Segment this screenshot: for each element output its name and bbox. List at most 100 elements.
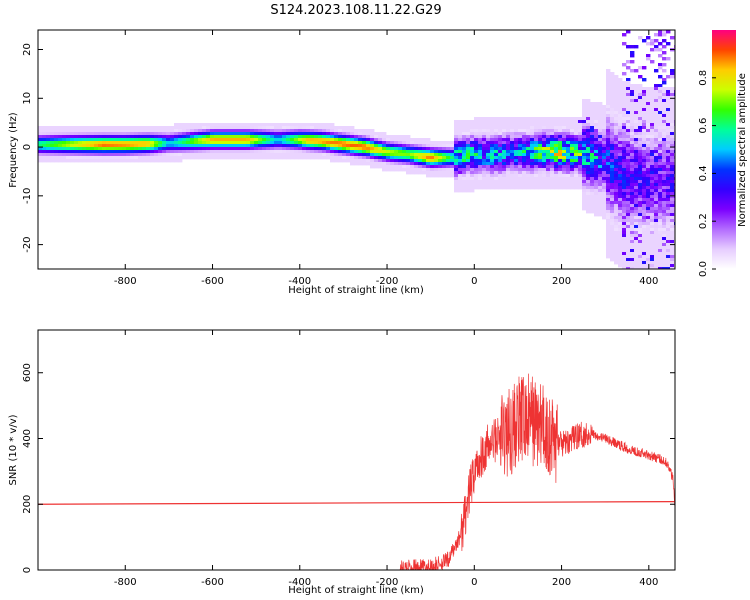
spectrogram-cell <box>538 141 543 145</box>
spectrogram-cell <box>510 156 515 160</box>
spectrogram-cell <box>126 156 131 160</box>
spectrogram-cell <box>150 132 155 136</box>
spectrogram-cell <box>126 132 131 136</box>
spectrogram-cell <box>474 180 479 184</box>
spectrogram-cell <box>338 135 343 139</box>
spectrogram-cell <box>466 180 471 184</box>
spectrogram-cell <box>654 174 659 178</box>
spectrogram-cell <box>634 225 639 229</box>
spectrogram-cell <box>534 150 539 154</box>
spectrogram-cell <box>642 180 647 184</box>
spectrogram-cell <box>314 135 319 139</box>
spectrogram-cell <box>410 147 415 151</box>
spectrogram-cell <box>658 150 663 154</box>
spectrogram-cell <box>658 228 663 232</box>
spectrogram-cell <box>302 129 307 133</box>
spectrogram-cell <box>606 165 611 169</box>
spectrogram-cell <box>602 153 607 157</box>
spectrogram-cell <box>622 216 627 220</box>
spectrogram-cell <box>226 144 231 148</box>
spectrogram-cell <box>566 138 571 142</box>
spectrogram-cell <box>98 138 103 142</box>
spectrogram-cell <box>634 198 639 202</box>
spectrogram-cell <box>298 147 303 151</box>
spectrogram-cell <box>658 162 663 166</box>
spectrogram-cell <box>394 138 399 142</box>
spectrogram-cell <box>670 69 675 73</box>
spectrogram-cell <box>526 117 531 121</box>
spectrogram-cell <box>662 96 667 100</box>
spectrogram-cell <box>630 267 635 269</box>
spectrogram-cell <box>526 183 531 187</box>
spectrogram-cell <box>238 153 243 157</box>
spectrogram-cell <box>634 234 639 238</box>
spectrogram-cell <box>626 168 631 172</box>
spectrogram-cell <box>530 165 535 169</box>
spectrogram-cell <box>626 132 631 136</box>
spectrogram-cell <box>646 192 651 196</box>
spectrogram-cell <box>622 141 627 145</box>
spectrogram-cell <box>618 111 623 115</box>
spectrogram-cell <box>326 138 331 142</box>
spectrogram-cell <box>518 186 523 190</box>
spectrogram-cell <box>486 120 491 124</box>
spectrogram-cell <box>478 180 483 184</box>
spectrogram-cell <box>534 156 539 160</box>
spectrogram-cell <box>498 165 503 169</box>
spectrogram-cell <box>238 132 243 136</box>
spectrogram-cell <box>630 189 635 193</box>
spectrogram-cell <box>122 129 127 133</box>
spectrogram-cell <box>474 147 479 151</box>
spectrogram-cell <box>598 135 603 139</box>
spectrogram-cell <box>94 153 99 157</box>
spectrogram-cell <box>350 156 355 160</box>
spectrogram-cell <box>650 252 655 256</box>
spectrogram-cell <box>150 147 155 151</box>
spectrogram-cell <box>390 162 395 166</box>
spectrogram-cell <box>378 138 383 142</box>
spectrogram-cell <box>638 237 643 241</box>
spectrogram-cell <box>138 135 143 139</box>
spectrogram-cell <box>366 132 371 136</box>
spectrogram-cell <box>610 126 615 130</box>
spectrogram-cell <box>130 156 135 160</box>
spectrogram-cell <box>586 114 591 118</box>
spectrogram-cell <box>150 126 155 130</box>
spectrogram-cell <box>426 159 431 163</box>
spectrogram-cell <box>638 246 643 250</box>
spectrogram-cell <box>226 153 231 157</box>
spectrogram-cell <box>638 36 643 40</box>
spectrogram-cell <box>174 135 179 139</box>
spectrogram-cell <box>278 129 283 133</box>
spectrogram-cell <box>646 186 651 190</box>
spectrogram-cell <box>650 255 655 259</box>
spectrogram-cell <box>82 135 87 139</box>
spectrogram-cell <box>510 174 515 178</box>
spectrogram-cell <box>306 147 311 151</box>
spectrogram-cell <box>518 174 523 178</box>
spectrogram-cell <box>102 126 107 130</box>
spectrogram-cell <box>446 171 451 175</box>
spectrogram-cell <box>182 147 187 151</box>
spectrogram-cell <box>606 189 611 193</box>
spectrogram-cell <box>474 123 479 127</box>
spectrogram-cell <box>506 120 511 124</box>
spectrogram-cell <box>662 252 667 256</box>
spectrogram-cell <box>366 141 371 145</box>
spectrogram-cell <box>270 147 275 151</box>
spectrogram-cell <box>510 126 515 130</box>
spectrogram-cell <box>274 126 279 130</box>
spectrogram-cell <box>474 183 479 187</box>
spectrogram-cell <box>618 99 623 103</box>
spectrogram-cell <box>482 177 487 181</box>
spectrogram-cell <box>634 177 639 181</box>
spectrogram-cell <box>622 168 627 172</box>
spectrogram-cell <box>646 264 651 268</box>
spectrogram-cell <box>654 114 659 118</box>
spectrogram-cell <box>146 141 151 145</box>
spectrogram-cell <box>38 126 43 130</box>
spectrogram-cell <box>494 168 499 172</box>
spectrogram-cell <box>542 162 547 166</box>
spectrogram-cell <box>610 117 615 121</box>
